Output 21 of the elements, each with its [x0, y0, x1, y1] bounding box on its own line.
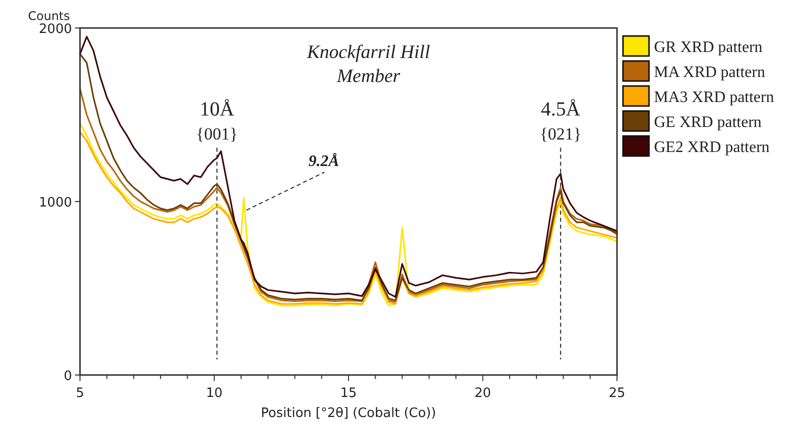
legend-label: GR XRD pattern: [654, 39, 762, 56]
x-axis-title: Position [°2θ] (Cobalt (Co)): [260, 406, 436, 421]
legend-label: MA3 XRD pattern: [654, 89, 774, 106]
x-tick-label: 15: [340, 386, 357, 401]
y-tick-label: 1000: [38, 196, 72, 210]
legend-label: MA XRD pattern: [654, 64, 766, 81]
x-tick-label: 10: [206, 386, 223, 401]
annotation: {021}: [540, 124, 582, 144]
ref-line-label: 4.5Å: [540, 98, 581, 121]
ref-line-label: 10Å: [200, 98, 235, 121]
legend-label: GE2 XRD pattern: [654, 139, 770, 156]
y-axis-title: Counts: [28, 9, 70, 23]
text: Knockfarril Hill Member: [306, 42, 430, 87]
annotation: 9.2Å: [308, 153, 340, 170]
x-tick-label: 5: [76, 386, 84, 401]
x-tick-label: 20: [474, 386, 492, 401]
x-tick-label: 25: [608, 386, 626, 401]
y-tick-label: 0: [64, 369, 72, 384]
annotation: {001}: [196, 124, 238, 144]
y-tick-label: 2000: [38, 22, 72, 37]
legend-label: GE XRD pattern: [654, 114, 762, 131]
